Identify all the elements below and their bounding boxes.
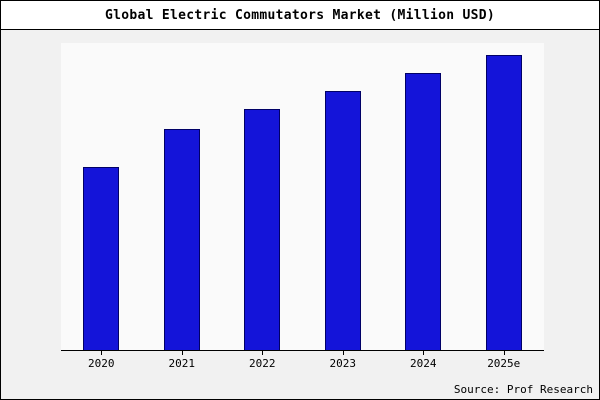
chart-title: Global Electric Commutators Market (Mill… [104, 7, 496, 23]
bar-2020 [83, 166, 120, 350]
bar-slot-2021 [142, 43, 223, 355]
bar-2025e [485, 54, 522, 350]
source-credit: Source: Prof Research [453, 383, 593, 396]
bar-2024 [405, 72, 442, 350]
x-axis-tick [342, 351, 344, 355]
chart-title-bar: Global Electric Commutators Market (Mill… [1, 1, 599, 30]
bar-slot-2024 [383, 43, 464, 355]
x-axis-tick [423, 351, 425, 355]
x-axis-tick [503, 351, 505, 355]
x-tick-label-2024: 2024 [410, 357, 437, 370]
plot-area [61, 43, 545, 355]
x-tick-label-2020: 2020 [88, 357, 115, 370]
x-tick-label-2022: 2022 [249, 357, 276, 370]
bar-slot-2023 [303, 43, 384, 355]
bar-slot-2020 [61, 43, 142, 355]
x-axis-tick [181, 351, 183, 355]
bar-2021 [163, 129, 200, 350]
bar-slot-2025e [464, 43, 545, 355]
x-axis-labels: 2020 2021 2022 2023 2024 2025e [61, 357, 544, 370]
bar-2023 [324, 91, 361, 350]
x-tick-label-2025e: 2025e [487, 357, 521, 370]
x-tick-label-2021: 2021 [168, 357, 196, 370]
x-axis-tick [101, 351, 103, 355]
x-axis-tick [262, 351, 264, 355]
bar-slot-2022 [222, 43, 303, 355]
x-tick-label-2023: 2023 [329, 357, 357, 370]
bar-2022 [244, 109, 281, 350]
